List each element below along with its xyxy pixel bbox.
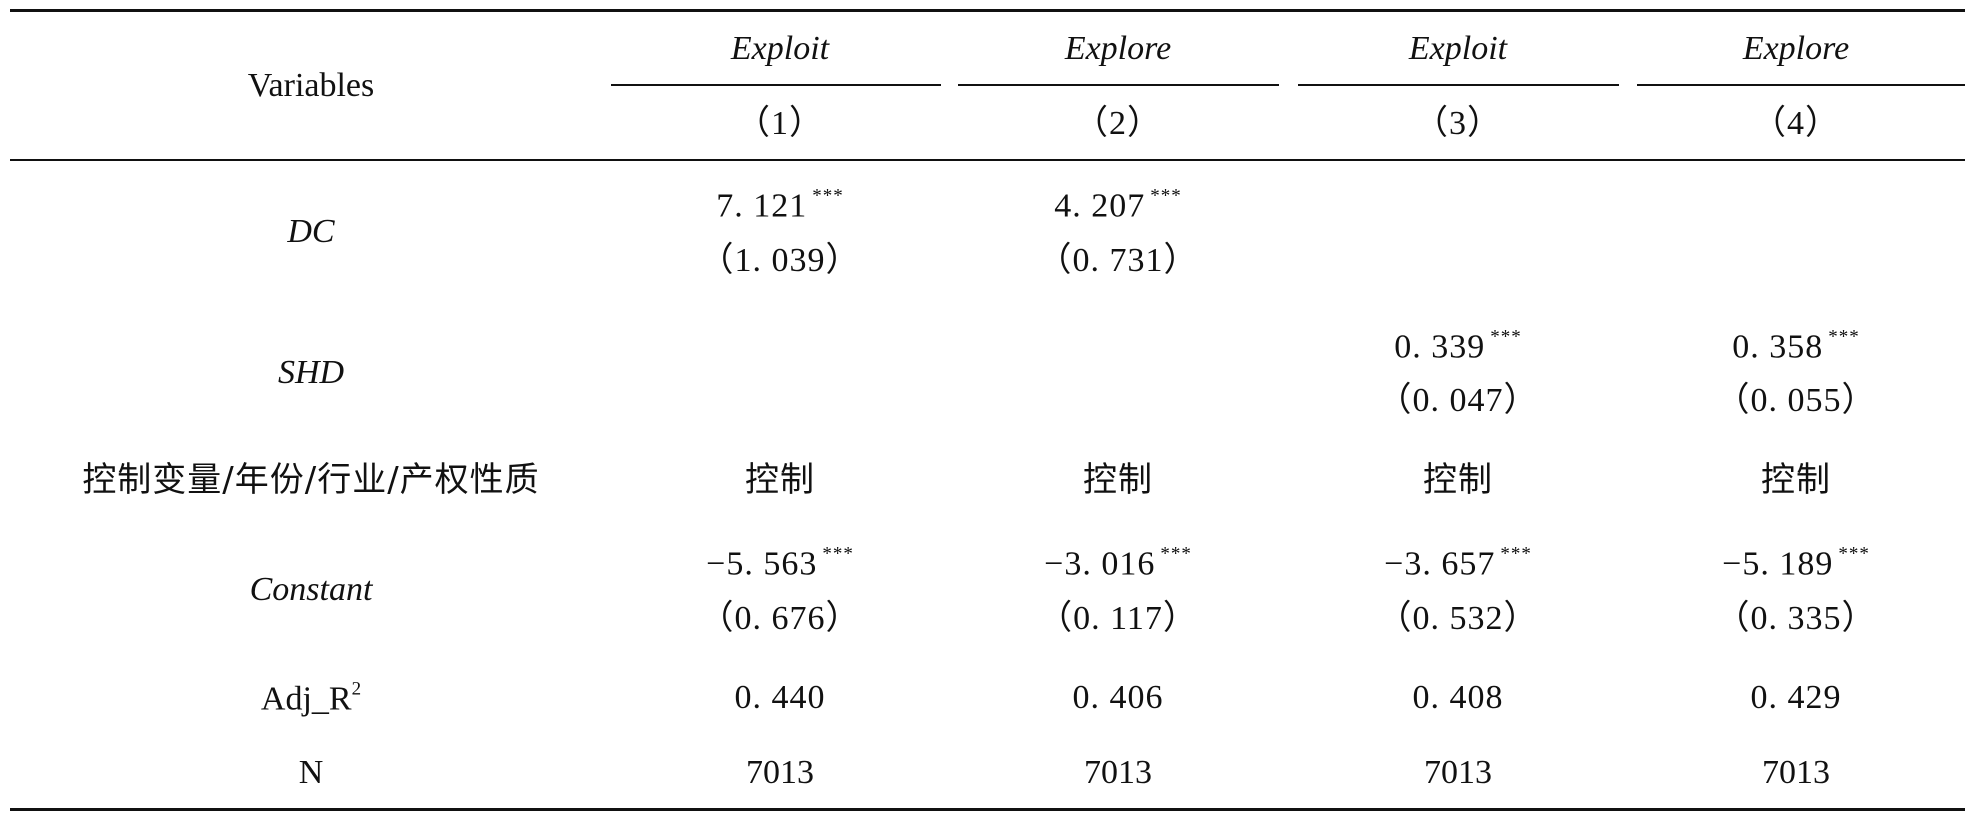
row-label-controls: 控制变量/年份/行业/产权性质	[82, 460, 540, 500]
header-col-number-2: （2）	[1074, 105, 1162, 142]
shd-se-4: （0. 055）	[1715, 382, 1877, 419]
n-value-3: 7013	[1424, 754, 1492, 791]
significance-stars: ***	[1150, 185, 1182, 207]
header-underline-1	[611, 84, 941, 86]
constant-se-2: （0. 117）	[1038, 600, 1198, 637]
controls-value-1: 控制	[745, 460, 815, 500]
dc-coef-1: 7. 121 ***	[716, 187, 844, 224]
coef-value: 0. 339	[1394, 328, 1486, 366]
header-col-number-1: （1）	[736, 105, 824, 142]
significance-stars: ***	[1490, 326, 1522, 348]
adj-r2-superscript: 2	[351, 678, 362, 700]
header-model-3: Exploit	[1408, 30, 1508, 67]
adj-r2-label: Adj_R	[260, 680, 352, 718]
controls-value-4: 控制	[1761, 460, 1831, 500]
coef-value: 4. 207	[1054, 187, 1146, 225]
significance-stars: ***	[1838, 543, 1870, 565]
adj-r2-value-4: 0. 429	[1750, 679, 1842, 716]
row-label-adj-r2: Adj_R2	[261, 680, 361, 717]
coef-value: 0. 358	[1732, 328, 1824, 366]
shd-se-3: （0. 047）	[1377, 382, 1539, 419]
constant-se-3: （0. 532）	[1377, 600, 1539, 637]
row-label-dc: DC	[287, 213, 335, 250]
significance-stars: ***	[822, 543, 854, 565]
dc-coef-2: 4. 207 ***	[1054, 187, 1182, 224]
n-value-4: 7013	[1762, 754, 1830, 791]
header-model-4: Explore	[1742, 30, 1850, 67]
controls-value-3: 控制	[1423, 460, 1493, 500]
header-underline-3	[1298, 84, 1619, 86]
coef-value: −5. 563	[706, 545, 818, 583]
table-header-rule	[10, 159, 1965, 161]
significance-stars: ***	[1160, 543, 1192, 565]
constant-se-4: （0. 335）	[1715, 600, 1877, 637]
adj-r2-value-3: 0. 408	[1412, 679, 1504, 716]
constant-se-1: （0. 676）	[699, 600, 861, 637]
constant-coef-1: −5. 563 ***	[706, 545, 854, 582]
row-label-shd: SHD	[277, 354, 345, 391]
row-label-constant: Constant	[249, 571, 373, 608]
n-value-1: 7013	[746, 754, 814, 791]
shd-coef-4: 0. 358 ***	[1732, 328, 1860, 365]
header-variables: Variables	[247, 67, 375, 104]
adj-r2-value-1: 0. 440	[734, 679, 826, 716]
coef-value: −3. 657	[1384, 545, 1496, 583]
significance-stars: ***	[1828, 326, 1860, 348]
n-value-2: 7013	[1084, 754, 1152, 791]
controls-value-2: 控制	[1083, 460, 1153, 500]
significance-stars: ***	[812, 185, 844, 207]
coef-value: 7. 121	[716, 187, 808, 225]
header-model-1: Exploit	[730, 30, 830, 67]
header-col-number-4: （4）	[1752, 105, 1840, 142]
adj-r2-value-2: 0. 406	[1072, 679, 1164, 716]
dc-se-2: （0. 731）	[1037, 242, 1199, 279]
table-top-rule	[10, 9, 1965, 12]
header-underline-2	[958, 84, 1279, 86]
coef-value: −5. 189	[1722, 545, 1834, 583]
shd-coef-3: 0. 339 ***	[1394, 328, 1522, 365]
dc-se-1: （1. 039）	[699, 242, 861, 279]
constant-coef-2: −3. 016 ***	[1044, 545, 1192, 582]
constant-coef-3: −3. 657 ***	[1384, 545, 1532, 582]
header-model-2: Explore	[1064, 30, 1172, 67]
header-col-number-3: （3）	[1414, 105, 1502, 142]
significance-stars: ***	[1500, 543, 1532, 565]
table-bottom-rule	[10, 808, 1965, 811]
header-underline-4	[1637, 84, 1965, 86]
row-label-n: N	[298, 754, 324, 791]
constant-coef-4: −5. 189 ***	[1722, 545, 1870, 582]
coef-value: −3. 016	[1044, 545, 1156, 583]
